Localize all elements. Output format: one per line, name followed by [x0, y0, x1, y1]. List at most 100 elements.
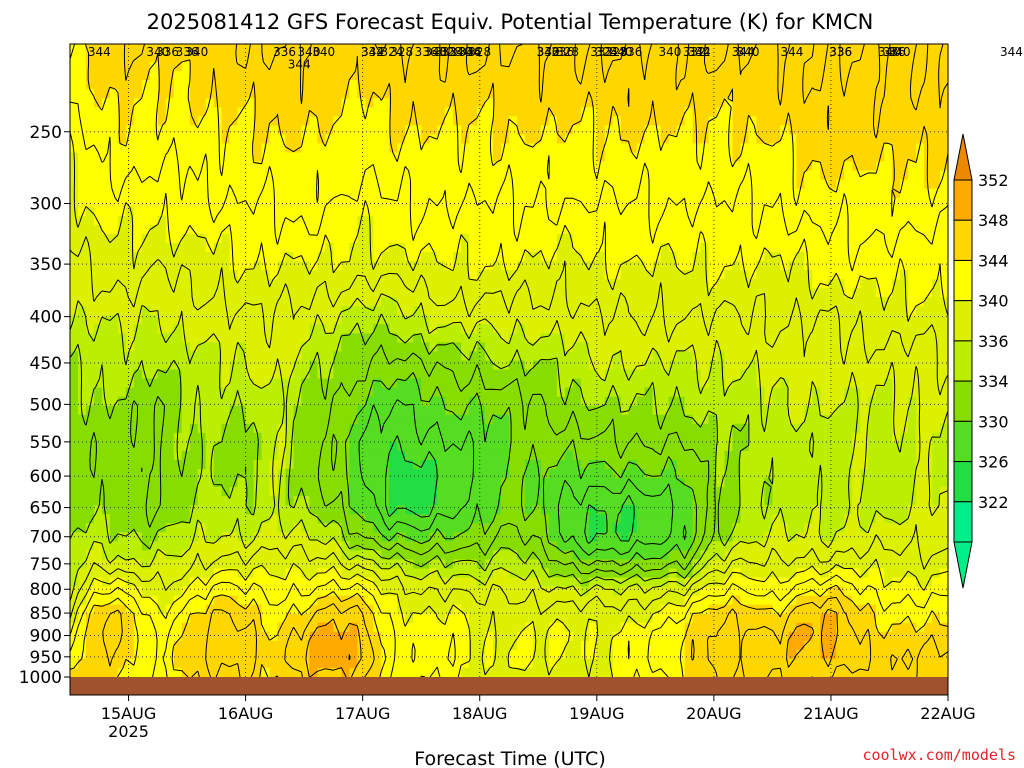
field-cell: [437, 306, 446, 316]
field-cell: [93, 378, 103, 389]
field-cell: [149, 125, 159, 136]
field-cell: [660, 342, 670, 353]
field-cell: [149, 279, 159, 289]
field-cell: [764, 161, 773, 172]
field-cell: [636, 387, 646, 398]
field-cell: [405, 125, 414, 136]
field-cell: [101, 306, 111, 316]
field-cell: [341, 333, 350, 344]
field-cell: [333, 62, 342, 72]
field-cell: [317, 387, 327, 398]
field-cell: [485, 441, 494, 452]
field-cell: [229, 224, 239, 235]
field-cell: [93, 80, 103, 90]
field-cell: [373, 143, 382, 154]
field-cell: [916, 324, 925, 334]
field-cell: [493, 360, 502, 371]
field-cell: [285, 206, 295, 217]
field-cell: [469, 423, 478, 434]
field-cell: [221, 224, 231, 235]
field-cell: [213, 261, 223, 271]
field-cell: [716, 315, 726, 325]
field-cell: [421, 423, 430, 434]
field-cell: [652, 161, 662, 172]
field-cell: [285, 396, 295, 407]
field-cell: [397, 116, 406, 126]
field-cell: [788, 251, 797, 262]
field-cell: [133, 116, 143, 126]
field-cell: [572, 179, 582, 190]
field-cell: [397, 251, 406, 262]
field-cell: [365, 62, 374, 72]
field-cell: [453, 396, 462, 407]
field-cell: [157, 53, 167, 63]
field-cell: [716, 342, 726, 353]
field-cell: [516, 161, 526, 172]
field-cell: [141, 315, 151, 325]
field-cell: [652, 116, 662, 126]
field-cell: [532, 369, 542, 380]
field-cell: [940, 369, 949, 380]
field-cell: [333, 270, 342, 280]
field-cell: [365, 143, 374, 154]
field-cell: [892, 351, 901, 362]
field-cell: [317, 270, 327, 280]
field-cell: [421, 324, 430, 334]
field-cell: [524, 423, 534, 434]
field-cell: [524, 98, 534, 108]
field-cell: [700, 215, 710, 226]
field-cell: [141, 134, 151, 145]
field-cell: [660, 432, 670, 443]
field-cell: [668, 306, 678, 316]
field-cell: [852, 143, 861, 154]
field-cell: [333, 197, 342, 208]
field-cell: [900, 288, 909, 298]
field-cell: [365, 315, 374, 325]
field-cell: [732, 324, 742, 334]
field-cell: [277, 324, 287, 334]
field-cell: [764, 324, 773, 334]
field-cell: [77, 215, 87, 226]
field-cell: [493, 297, 502, 307]
field-cell: [301, 233, 311, 244]
field-cell: [828, 89, 837, 99]
field-cell: [540, 134, 550, 145]
field-cell: [748, 116, 758, 126]
field-cell: [892, 315, 901, 325]
field-cell: [477, 333, 486, 344]
field-cell: [820, 233, 829, 244]
field-cell: [828, 53, 837, 63]
field-cell: [876, 261, 885, 271]
field-cell: [389, 224, 398, 235]
field-cell: [437, 80, 446, 90]
field-cell: [157, 324, 167, 334]
field-cell: [708, 306, 718, 316]
field-cell: [524, 89, 534, 99]
field-cell: [908, 306, 917, 316]
field-cell: [852, 396, 861, 407]
field-cell: [429, 405, 438, 416]
field-cell: [117, 423, 127, 434]
field-cell: [748, 188, 758, 199]
field-cell: [461, 251, 470, 262]
field-cell: [485, 170, 494, 181]
field-cell: [836, 251, 845, 262]
field-cell: [165, 62, 175, 72]
field-cell: [117, 116, 127, 126]
field-cell: [509, 242, 518, 253]
field-cell: [756, 306, 766, 316]
field-cell: [788, 396, 797, 407]
field-cell: [540, 161, 550, 172]
field-cell: [604, 143, 614, 154]
field-cell: [524, 233, 534, 244]
field-cell: [101, 315, 111, 325]
field-cell: [421, 116, 430, 126]
field-cell: [437, 116, 446, 126]
field-cell: [764, 98, 773, 108]
field-cell: [908, 161, 917, 172]
field-cell: [636, 152, 646, 163]
field-cell: [524, 333, 534, 344]
field-cell: [269, 396, 279, 407]
field-cell: [796, 261, 805, 271]
field-cell: [237, 279, 247, 289]
